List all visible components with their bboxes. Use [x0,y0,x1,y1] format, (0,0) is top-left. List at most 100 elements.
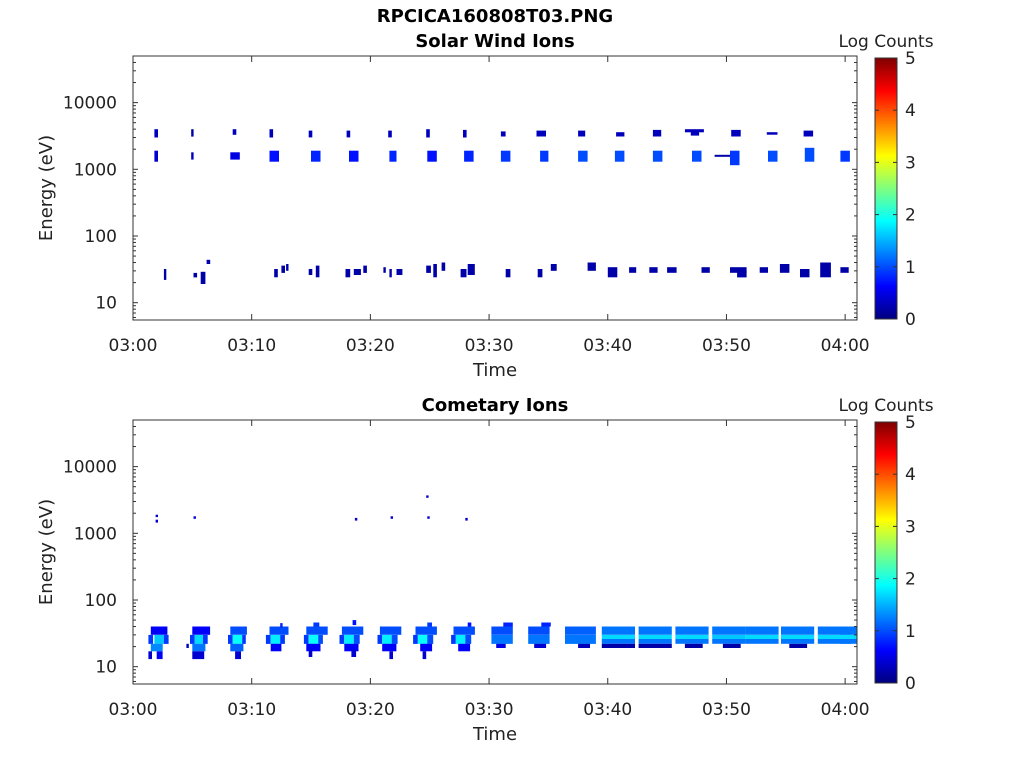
spectrogram-cell [701,267,710,273]
colorbar-tick-label: 4 [905,101,916,121]
spectrogram-cell [427,150,437,162]
spectrogram-cell [464,150,474,162]
spectrogram-cell [163,634,169,644]
spectrogram-cell [540,150,549,162]
spectrogram-cell [759,267,768,273]
spectrogram-cell [389,651,393,660]
spectrogram-cell [427,634,434,644]
spectrogram-cell [528,634,550,644]
spectrogram-cell [280,623,283,628]
spectrogram-cell [303,634,309,644]
spectrogram-cell [341,626,364,635]
spectrogram-cell [155,514,158,518]
spectrogram-cell [339,634,345,644]
spectrogram-cell [389,150,397,162]
spectrogram-cell [601,643,635,648]
spectrogram-cell [565,634,596,644]
spectrogram-cell [781,634,815,639]
spectrogram-cell [638,634,672,639]
spectrogram-cell [840,626,857,635]
spectrogram-cell [675,626,709,635]
spectrogram-cell [652,150,663,162]
spectrogram-cell [500,150,511,162]
colorbar-ticks-cometary: 0 1 2 3 4 5 [875,413,916,694]
spectrogram-cell [455,634,466,644]
spectrogram-cell [269,129,274,138]
spectrogram-cell [192,643,206,652]
colorbar-tick-label: 2 [905,206,916,226]
spectrogram-cell [714,154,739,157]
x-tick-label: 03:10 [227,700,276,720]
spectrogram-cell [388,130,392,138]
spectrogram-cell [194,634,203,644]
y-tick-label: 10000 [63,458,117,478]
colorbar-solar-wind [874,57,898,320]
spectrogram-cell [451,634,456,644]
cells-cometary [148,495,857,660]
colorbar-cometary [874,421,898,684]
colorbar-tick-label: 0 [905,674,916,694]
spectrogram-cell [353,269,361,275]
spectrogram-cell [614,150,625,162]
y-axis-solar-wind: 10 100 1000 10000 [63,55,857,318]
x-tick-label: 04:00 [821,336,870,356]
spectrogram-cell [692,150,702,162]
spectrogram-cell [417,634,428,644]
spectrogram-cell [578,130,586,137]
spectrogram-cell [377,634,383,644]
spectrogram-cell [607,267,618,278]
spectrogram-cell [541,622,551,627]
spectrogram-cell [344,634,354,644]
spectrogram-cell [537,269,543,278]
y-tick-label: 100 [85,591,117,611]
cells-solar-wind [154,129,850,284]
x-axis-solar-wind: 03:00 03:10 03:20 03:30 03:40 03:50 04:00 [109,56,870,356]
spectrogram-cell [396,269,403,275]
x-tick-label: 03:40 [583,700,632,720]
spectrogram-cell [467,264,475,275]
spectrogram-cell [578,643,590,648]
spectrogram-cell [652,129,662,137]
spectrogram-cell [465,634,472,644]
spectrogram-cell [193,516,196,519]
x-tick-label: 03:50 [702,336,751,356]
colorbar-tick-label: 0 [905,310,916,330]
spectrogram-cell [354,517,358,521]
spectrogram-cell [163,269,167,280]
spectrogram-cell [382,643,397,652]
spectrogram-cell [192,651,205,660]
spectrogram-cell [352,620,357,626]
spectrogram-cell [154,634,164,644]
spectrogram-cell [154,129,158,138]
spectrogram-cell [578,150,588,162]
x-tick-label: 03:20 [346,336,395,356]
x-tick-label: 04:00 [821,700,870,720]
y-tick-label: 100 [85,227,117,247]
spectrogram-cell [286,264,289,271]
spectrogram-cell [390,516,393,519]
x-tick-label: 03:00 [109,336,158,356]
spectrogram-cell [496,643,506,648]
spectrogram-cell [230,152,240,160]
spectrogram-cell [203,634,208,644]
spectrogram-cell [840,639,857,644]
spectrogram-cell [265,634,271,644]
spectrogram-cell [737,270,747,278]
spectrogram-cell [638,639,672,644]
spectrogram-cell [817,634,851,639]
spectrogram-cell [505,269,511,278]
spectrogram-cell [270,643,282,652]
spectrogram-cell [346,130,351,138]
spectrogram-cell [200,271,206,284]
spectrogram-cell [453,626,475,635]
spectrogram-cell [383,267,386,273]
spectrogram-cell [587,262,596,271]
spectrogram-cell [649,267,658,273]
spectrogram-cell [601,639,635,644]
spectrogram-cell [730,150,740,166]
spectrogram-cell [722,643,741,648]
spectrogram-cell [422,651,427,660]
spectrogram-cell [353,634,360,644]
